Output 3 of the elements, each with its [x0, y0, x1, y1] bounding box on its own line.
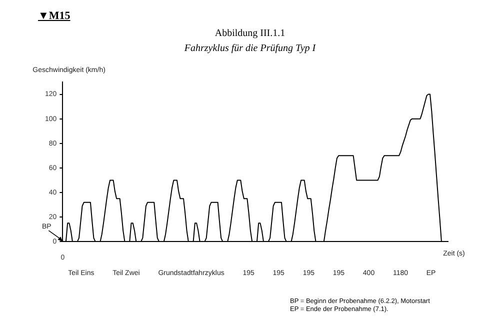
- text: ▼M15: [38, 10, 70, 22]
- chart-subtitle: Fahrzyklus für die Prüfung Typ I: [183, 43, 317, 54]
- chart-title: Abbildung III.1.1: [214, 28, 286, 39]
